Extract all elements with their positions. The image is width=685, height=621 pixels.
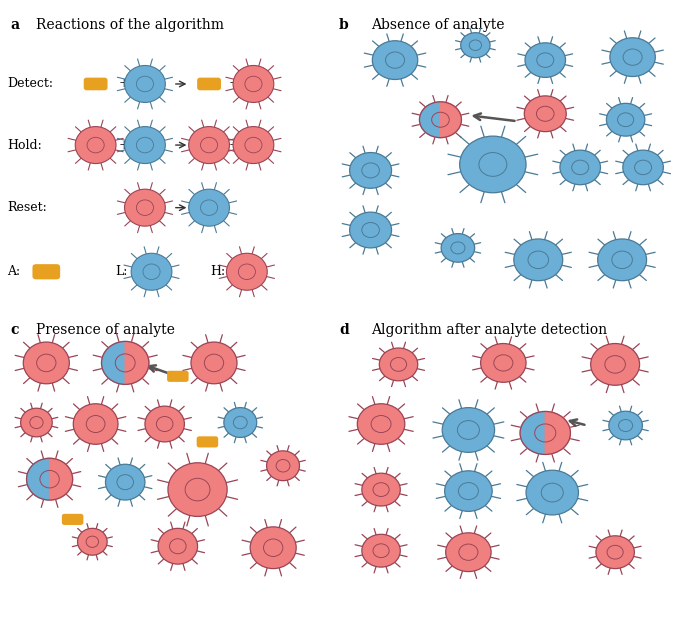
FancyBboxPatch shape	[32, 264, 60, 279]
Circle shape	[125, 127, 165, 163]
FancyBboxPatch shape	[62, 514, 84, 525]
Circle shape	[23, 342, 69, 384]
Circle shape	[145, 406, 184, 442]
Circle shape	[623, 150, 663, 184]
Polygon shape	[101, 342, 125, 384]
Text: Algorithm after analyte detection: Algorithm after analyte detection	[371, 323, 607, 337]
Circle shape	[131, 253, 172, 290]
Text: d: d	[339, 323, 349, 337]
FancyBboxPatch shape	[167, 371, 188, 382]
Polygon shape	[419, 102, 440, 138]
Circle shape	[358, 404, 405, 444]
Circle shape	[597, 239, 647, 281]
Circle shape	[21, 408, 52, 437]
Circle shape	[481, 343, 526, 383]
Polygon shape	[520, 412, 545, 455]
Text: Reactions of the algorithm: Reactions of the algorithm	[36, 19, 225, 32]
Polygon shape	[545, 412, 571, 455]
FancyBboxPatch shape	[197, 78, 221, 90]
Circle shape	[362, 534, 400, 567]
Circle shape	[590, 343, 640, 385]
Circle shape	[526, 470, 578, 515]
Text: a: a	[10, 19, 19, 32]
Circle shape	[446, 533, 491, 571]
Polygon shape	[27, 458, 49, 500]
Text: Absence of analyte: Absence of analyte	[371, 19, 504, 32]
Circle shape	[461, 33, 490, 58]
Circle shape	[266, 451, 299, 481]
Circle shape	[373, 41, 418, 79]
Circle shape	[443, 407, 495, 452]
Circle shape	[610, 38, 656, 76]
Polygon shape	[49, 458, 73, 500]
Text: Hold:: Hold:	[7, 138, 42, 152]
Text: +: +	[119, 78, 129, 91]
FancyBboxPatch shape	[84, 78, 108, 90]
Circle shape	[250, 527, 296, 569]
Text: b: b	[339, 19, 349, 32]
Polygon shape	[125, 342, 149, 384]
Text: +: +	[119, 138, 129, 152]
Circle shape	[233, 127, 274, 163]
Circle shape	[158, 528, 197, 564]
Circle shape	[460, 136, 526, 193]
FancyBboxPatch shape	[197, 437, 218, 448]
Circle shape	[191, 342, 237, 384]
Circle shape	[609, 411, 643, 440]
Text: +: +	[229, 78, 240, 91]
Text: Detect:: Detect:	[7, 78, 53, 91]
Circle shape	[227, 253, 267, 290]
Circle shape	[596, 536, 634, 569]
Circle shape	[606, 103, 645, 136]
Text: H:: H:	[211, 265, 226, 278]
Circle shape	[105, 465, 145, 500]
Text: Presence of analyte: Presence of analyte	[36, 323, 175, 337]
Circle shape	[77, 528, 107, 555]
Circle shape	[168, 463, 227, 517]
Circle shape	[524, 96, 566, 132]
Text: +: +	[229, 138, 240, 152]
Circle shape	[349, 212, 392, 248]
Circle shape	[188, 127, 229, 163]
Circle shape	[362, 473, 400, 506]
Circle shape	[233, 65, 274, 102]
Circle shape	[379, 348, 418, 381]
Circle shape	[75, 127, 116, 163]
Text: Reset:: Reset:	[7, 201, 47, 214]
Circle shape	[125, 189, 165, 226]
Circle shape	[73, 404, 118, 444]
Text: A:: A:	[7, 265, 20, 278]
Text: c: c	[10, 323, 18, 337]
Circle shape	[125, 65, 165, 102]
Circle shape	[188, 189, 229, 226]
Circle shape	[525, 43, 566, 78]
Text: L:: L:	[115, 265, 127, 278]
Circle shape	[445, 471, 492, 511]
Circle shape	[224, 407, 257, 437]
Circle shape	[560, 150, 601, 184]
Circle shape	[349, 153, 392, 188]
Polygon shape	[440, 102, 462, 138]
Circle shape	[441, 233, 475, 262]
Circle shape	[514, 239, 562, 281]
